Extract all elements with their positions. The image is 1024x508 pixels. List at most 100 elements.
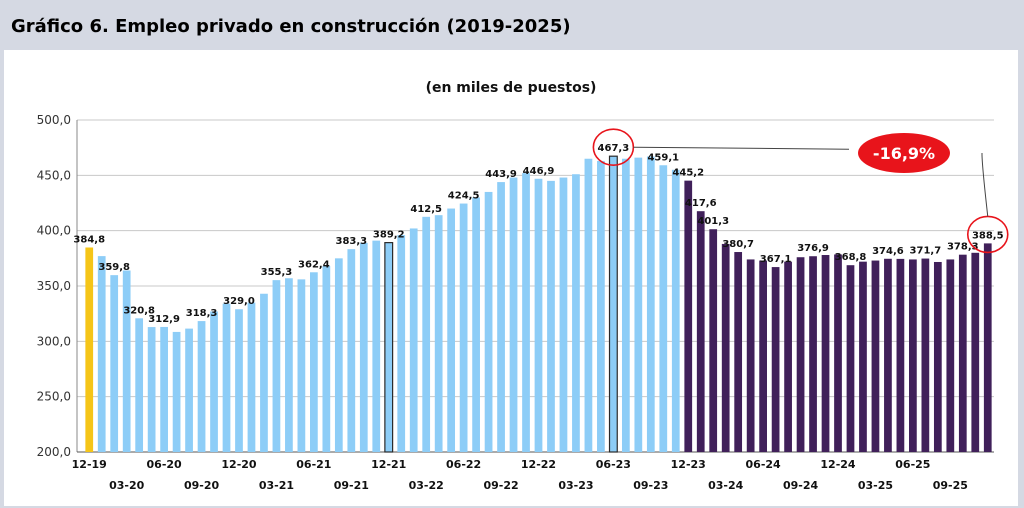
bar (983, 243, 992, 452)
chart-header: Gráfico 6. Empleo privado en construcció… (0, 0, 1024, 50)
data-label: 384,8 (73, 234, 105, 245)
bar (160, 326, 168, 452)
x-tick-label: 06-23 (596, 458, 631, 471)
bar (958, 254, 967, 452)
x-tick-label: 09-23 (633, 479, 668, 492)
bar (147, 327, 156, 452)
bar (921, 258, 930, 452)
data-label: 359,8 (98, 262, 130, 273)
x-tick-label: 12-23 (671, 458, 706, 471)
x-tick-label: 06-21 (296, 458, 331, 471)
bar (135, 318, 144, 452)
bar (347, 249, 356, 452)
bar (584, 158, 593, 452)
bar (534, 178, 543, 452)
bar (210, 311, 218, 452)
bar (684, 180, 693, 453)
bar (784, 261, 792, 452)
bar (422, 216, 431, 452)
bar (472, 197, 480, 452)
x-tick-label: 12-20 (221, 458, 257, 471)
bar (272, 280, 281, 452)
bar (896, 258, 905, 452)
bar (322, 266, 331, 452)
bar (522, 173, 530, 452)
bar (759, 260, 767, 452)
data-label: 376,9 (797, 243, 829, 254)
chart-title: Gráfico 6. Empleo privado en construcció… (11, 16, 571, 37)
bar (709, 229, 718, 452)
bar (809, 256, 817, 452)
bar (185, 328, 193, 452)
data-label: 320,8 (123, 305, 155, 316)
bar (110, 275, 119, 452)
bar (671, 169, 680, 453)
data-label: 401,3 (697, 216, 729, 227)
bar (459, 203, 468, 452)
data-label: 417,6 (685, 198, 717, 209)
data-label: 467,3 (598, 143, 630, 154)
bar (334, 258, 343, 452)
bar (509, 177, 518, 452)
bar (172, 331, 181, 452)
bar (933, 261, 942, 452)
bar (696, 211, 705, 452)
bar (621, 158, 630, 452)
data-label: 355,3 (261, 267, 293, 278)
y-tick-label: 450,0 (37, 168, 71, 182)
data-label: 388,5 (972, 230, 1004, 241)
y-tick-label: 500,0 (37, 113, 71, 127)
x-tick-label: 06-25 (895, 458, 930, 471)
annotation-connector (981, 152, 989, 217)
x-tick-label: 12-24 (820, 458, 856, 471)
x-tick-label: 09-21 (334, 479, 369, 492)
chart-panel: (en miles de puestos) 200,0 250,0 300,0 350,… (4, 50, 1018, 506)
data-label: 367,1 (760, 254, 792, 265)
data-label: 389,2 (373, 230, 405, 241)
x-tick-label: 06-24 (746, 458, 782, 471)
bar (572, 174, 580, 452)
y-tick-label: 350,0 (37, 279, 71, 293)
bar (746, 259, 755, 452)
annotation-connector (633, 146, 850, 150)
bar (796, 257, 805, 452)
bar (372, 240, 381, 452)
y-tick-label: 200,0 (37, 445, 71, 459)
bar (359, 242, 368, 452)
bar (634, 157, 643, 453)
bar (821, 255, 830, 452)
bar (834, 254, 842, 452)
bar (909, 259, 917, 452)
bar-highlighted (384, 242, 394, 453)
data-label: 380,7 (722, 239, 754, 250)
bar (721, 243, 730, 452)
bar (946, 259, 955, 452)
x-tick-label: 12-22 (521, 458, 556, 471)
annotation-text: -16,9% (873, 144, 935, 163)
bar (547, 180, 555, 452)
x-tick-label: 03-25 (858, 479, 893, 492)
bar (884, 258, 892, 452)
y-tick-label: 400,0 (37, 224, 71, 238)
bar (197, 321, 206, 452)
bar (646, 156, 655, 452)
x-tick-label: 09-25 (933, 479, 968, 492)
bar (559, 177, 568, 452)
data-label: 412,5 (410, 204, 442, 215)
annotation-callout (858, 133, 950, 173)
bar (771, 267, 780, 452)
x-tick-label: 03-24 (708, 479, 744, 492)
x-tick-label: 09-22 (483, 479, 518, 492)
bar (846, 265, 855, 452)
data-label: 374,6 (872, 246, 904, 257)
bar (222, 303, 231, 452)
bar (497, 182, 505, 453)
bar (871, 260, 880, 452)
x-tick-label: 12-21 (371, 458, 406, 471)
data-label: 424,5 (448, 191, 480, 202)
bar (434, 215, 443, 452)
data-label: 362,4 (298, 259, 330, 270)
bar (297, 279, 306, 452)
bar-chart: (en miles de puestos) 200,0 250,0 300,0 350,… (37, 80, 1009, 492)
x-tick-label: 09-24 (783, 479, 819, 492)
